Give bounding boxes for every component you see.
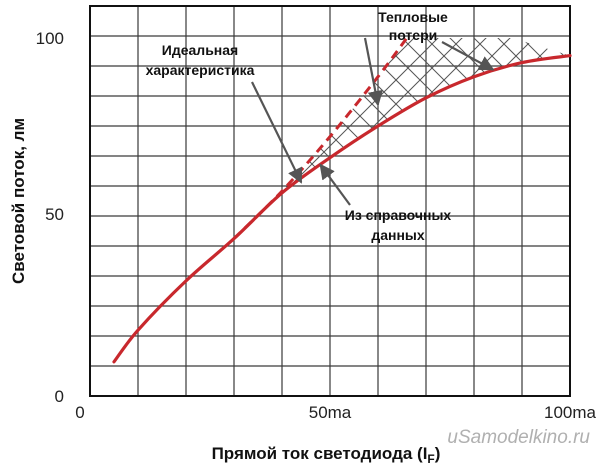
arrow-ideal bbox=[251, 81, 303, 184]
series-ideal-line bbox=[232, 37, 409, 240]
annotation-arrows bbox=[251, 37, 495, 206]
x-axis-title-subscript: F bbox=[427, 452, 434, 466]
y-tick-labels: 0 50 100 bbox=[36, 29, 64, 406]
annotation-ideal-line-1: Идеальная bbox=[162, 42, 238, 58]
hatch-line bbox=[580, 0, 597, 400]
x-axis-title: Прямой ток светодиода (IF) bbox=[212, 444, 441, 466]
arrow-datasheet bbox=[319, 163, 351, 206]
y-tick-label: 0 bbox=[55, 387, 64, 406]
y-tick-label: 100 bbox=[36, 29, 64, 48]
annotation-heat-line-2: потери bbox=[389, 27, 437, 43]
x-tick-label: 100ma bbox=[544, 403, 597, 422]
arrow-heat-right bbox=[441, 41, 495, 71]
plot-frame bbox=[89, 5, 571, 397]
hatch-line bbox=[580, 0, 597, 400]
x-axis-title-main: Прямой ток светодиода (I bbox=[212, 444, 428, 463]
y-tick-label: 50 bbox=[45, 205, 64, 224]
annotation-ideal-line-2: характеристика bbox=[146, 62, 255, 78]
x-tick-label: 0 bbox=[75, 403, 84, 422]
annotation-heat-line-1: Тепловые bbox=[378, 9, 448, 25]
arrow-heat-left bbox=[363, 37, 383, 107]
x-tick-labels: 0 50ma 100ma bbox=[75, 403, 596, 422]
y-axis-title: Световой поток, лм bbox=[9, 118, 28, 284]
annotation-datasheet-line-1: Из справочных bbox=[345, 207, 452, 223]
watermark: uSamodelkino.ru bbox=[447, 427, 590, 448]
annotation-datasheet: Из справочных данных bbox=[345, 207, 452, 243]
annotation-ideal: Идеальная характеристика bbox=[146, 42, 255, 78]
hatch-line bbox=[387, 38, 570, 239]
series-layer bbox=[112, 37, 572, 364]
x-tick-label: 50ma bbox=[309, 403, 352, 422]
annotation-heat: Тепловые потери bbox=[378, 9, 448, 43]
series-datasheet-line bbox=[112, 54, 572, 364]
annotation-datasheet-line-2: данных bbox=[371, 227, 425, 243]
x-axis-title-close: ) bbox=[435, 444, 441, 463]
